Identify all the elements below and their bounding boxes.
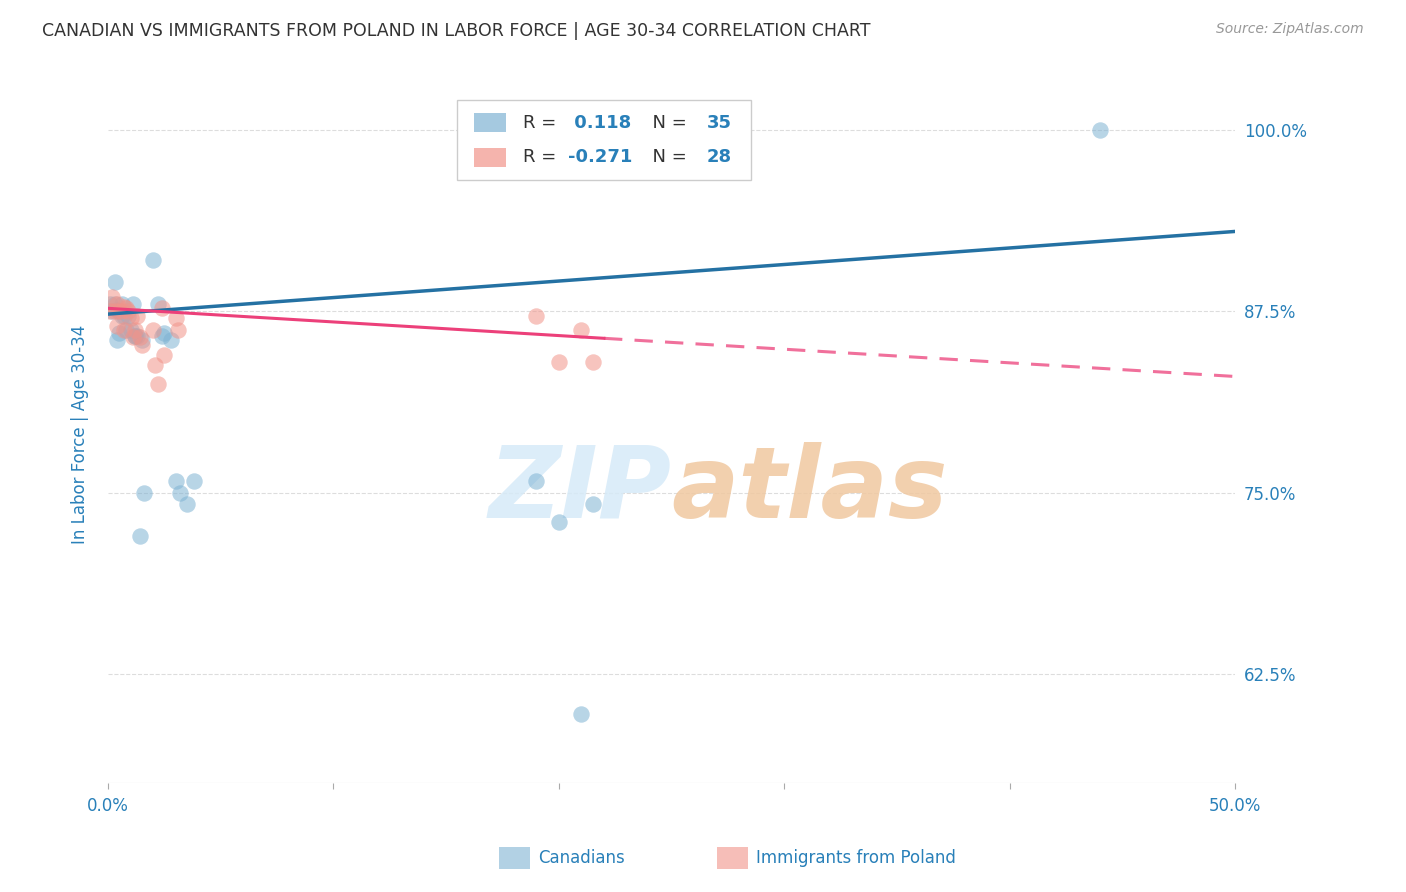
- Text: Source: ZipAtlas.com: Source: ZipAtlas.com: [1216, 22, 1364, 37]
- Point: [150, 301, 173, 316]
- Point: [132, 485, 155, 500]
- Point: [176, 497, 198, 511]
- Text: 0.118: 0.118: [568, 113, 631, 131]
- Point: [131, 337, 153, 351]
- Point: [112, 323, 135, 337]
- Point: [153, 326, 176, 340]
- Point: [110, 297, 132, 311]
- Text: 28: 28: [707, 148, 731, 167]
- Text: ZIP: ZIP: [489, 442, 672, 539]
- Point: [183, 474, 205, 488]
- Point: [105, 302, 128, 317]
- Text: -0.271: -0.271: [568, 148, 633, 167]
- Point: [124, 329, 146, 343]
- Point: [120, 311, 142, 326]
- Point: [548, 515, 571, 529]
- Y-axis label: In Labor Force | Age 30-34: In Labor Force | Age 30-34: [72, 325, 89, 544]
- Point: [142, 253, 165, 268]
- Point: [105, 318, 128, 333]
- Point: [105, 333, 128, 347]
- Text: N =: N =: [641, 113, 693, 131]
- Point: [117, 304, 139, 318]
- Point: [150, 329, 173, 343]
- Text: N =: N =: [641, 148, 693, 167]
- Point: [153, 348, 176, 362]
- Point: [165, 311, 187, 326]
- Text: Canadians: Canadians: [538, 849, 626, 867]
- Text: R =: R =: [523, 148, 562, 167]
- Point: [169, 485, 191, 500]
- Point: [142, 323, 165, 337]
- Point: [104, 304, 127, 318]
- Point: [131, 333, 153, 347]
- FancyBboxPatch shape: [474, 112, 506, 132]
- Point: [108, 326, 131, 340]
- Point: [571, 323, 593, 337]
- Point: [524, 474, 547, 488]
- Point: [98, 297, 121, 311]
- Point: [101, 290, 124, 304]
- Point: [124, 323, 146, 337]
- Point: [121, 330, 143, 344]
- Point: [127, 309, 149, 323]
- Point: [524, 309, 547, 323]
- Point: [582, 355, 605, 369]
- Point: [548, 355, 571, 369]
- Point: [105, 297, 128, 311]
- Point: [124, 329, 146, 343]
- Text: Immigrants from Poland: Immigrants from Poland: [756, 849, 956, 867]
- Point: [143, 358, 166, 372]
- FancyBboxPatch shape: [457, 100, 751, 180]
- Point: [112, 300, 135, 314]
- Point: [108, 304, 131, 318]
- Point: [110, 304, 132, 318]
- Point: [128, 529, 150, 543]
- Point: [101, 304, 124, 318]
- Point: [115, 301, 138, 316]
- Point: [120, 323, 142, 337]
- Point: [571, 707, 593, 722]
- Point: [165, 474, 187, 488]
- Text: R =: R =: [523, 113, 562, 131]
- Text: 35: 35: [707, 113, 731, 131]
- FancyBboxPatch shape: [474, 148, 506, 167]
- Point: [128, 330, 150, 344]
- Point: [582, 497, 605, 511]
- Point: [167, 323, 190, 337]
- Point: [160, 333, 183, 347]
- Point: [104, 275, 127, 289]
- Point: [146, 376, 169, 391]
- Point: [98, 304, 121, 318]
- Text: CANADIAN VS IMMIGRANTS FROM POLAND IN LABOR FORCE | AGE 30-34 CORRELATION CHART: CANADIAN VS IMMIGRANTS FROM POLAND IN LA…: [42, 22, 870, 40]
- Point: [127, 329, 149, 343]
- Point: [108, 304, 131, 318]
- Point: [104, 297, 127, 311]
- Point: [146, 297, 169, 311]
- Point: [117, 309, 139, 323]
- Point: [112, 309, 135, 323]
- Point: [110, 309, 132, 323]
- Point: [1088, 123, 1111, 137]
- Point: [115, 323, 138, 337]
- Text: atlas: atlas: [672, 442, 948, 539]
- Point: [121, 297, 143, 311]
